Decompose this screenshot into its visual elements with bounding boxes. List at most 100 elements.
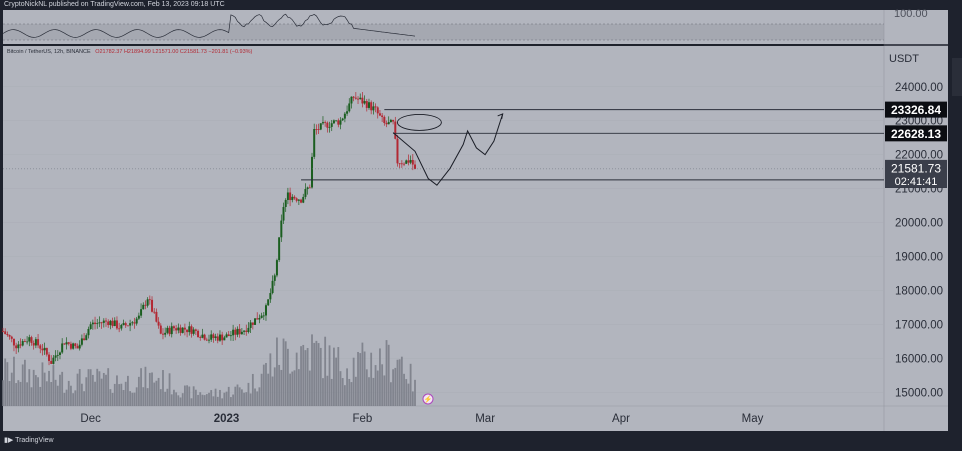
candle-body [67,342,70,344]
volume-bar [4,358,7,406]
candle-body [389,119,392,123]
volume-bar [293,370,296,406]
volume-bar [335,357,338,406]
candle-body [4,331,7,335]
candle-body [30,337,33,343]
volume-bar [65,389,68,406]
candle-body [192,329,195,334]
level-tag-label: 23326.84 [891,103,941,117]
candle-body [286,192,289,200]
candle-body [85,335,88,341]
candle-body [124,323,127,326]
volume-bar [39,386,42,406]
tradingview-logo[interactable]: ▮▶ TradingView [4,436,54,444]
y-tick-label: 20000.00 [895,218,943,230]
candle-body [203,334,206,340]
volume-bar [129,391,132,406]
logo-icon: ▮▶ [4,437,16,444]
volume-bar [98,371,101,406]
forecast-drawing [392,113,504,186]
candle-body [157,321,160,326]
volume-bar [337,347,340,406]
candle-body [370,102,373,111]
alert-icon[interactable] [422,393,434,405]
y-tick-label: 22000.00 [895,150,943,162]
volume-bar [13,356,15,406]
candle-body [170,326,173,335]
candle-body [291,196,294,201]
candle-body [135,318,138,324]
candle-body [58,352,61,355]
volume-bar [109,389,112,406]
volume-bar [256,391,259,406]
volume-bar [287,348,289,406]
volume-bar [94,381,96,406]
candle-body [186,329,189,333]
volume-bar [289,373,291,406]
volume-bar [361,342,364,406]
candle-body [41,348,44,351]
volume-bar [210,390,213,406]
volume-bar [17,380,20,406]
candle-body [343,113,346,119]
candle-body [74,343,77,347]
candle-body [247,327,250,332]
volume-bar [146,388,149,406]
oscillator-pane [3,10,884,44]
candle-body [394,121,397,139]
candle-body [144,304,147,306]
candle-body [83,338,86,341]
volume-bar [2,380,4,406]
candle-body [37,339,40,346]
candle-body [50,360,53,364]
volume-bar [28,369,31,406]
volume-bar [102,372,105,406]
candle-body [403,163,406,165]
volume-bar [245,392,248,406]
volume-bar [155,380,158,406]
candle-body [378,113,381,116]
volume-bar [124,381,127,406]
candle-body [361,97,364,104]
candle-body [109,320,112,326]
volume-bar [181,393,184,406]
candle-body [194,329,197,331]
candle-body [278,237,281,261]
volume-bar [148,372,151,406]
candle-body [172,326,175,329]
candle-body [328,126,331,128]
y-tick-label: 15000.00 [895,387,943,399]
candle-body [126,325,129,327]
time-axis[interactable]: Dec 2023 Feb Mar Apr May [80,413,763,425]
volume-bar [170,394,173,406]
volume-bar [89,369,92,406]
candle-body [302,196,305,203]
candle-body [280,220,283,238]
volume-bar [197,394,199,406]
volume-bar [10,372,13,406]
volume-bar [83,391,85,406]
candle-body [8,335,11,337]
oscillator-level-label: 100.00 [894,8,928,20]
candle-body [269,293,272,300]
candle-body [133,322,136,324]
volume-bar [230,397,232,406]
volume-bar [107,368,110,406]
volume-bar [159,389,162,406]
candle-body [80,338,83,345]
candle-body [275,260,278,276]
volume-bar [225,391,228,406]
candle-body [405,160,408,164]
volume-bar [280,369,283,406]
volume-bar [348,378,351,406]
volume-bar [144,366,147,406]
candle-body [324,122,327,123]
volume-bar [133,392,136,406]
volume-bar [396,359,399,406]
volume-bar [265,362,267,406]
volume-bar [186,385,188,406]
volume-bar [414,379,416,406]
candle-body [392,119,395,122]
candle-body [346,111,349,114]
